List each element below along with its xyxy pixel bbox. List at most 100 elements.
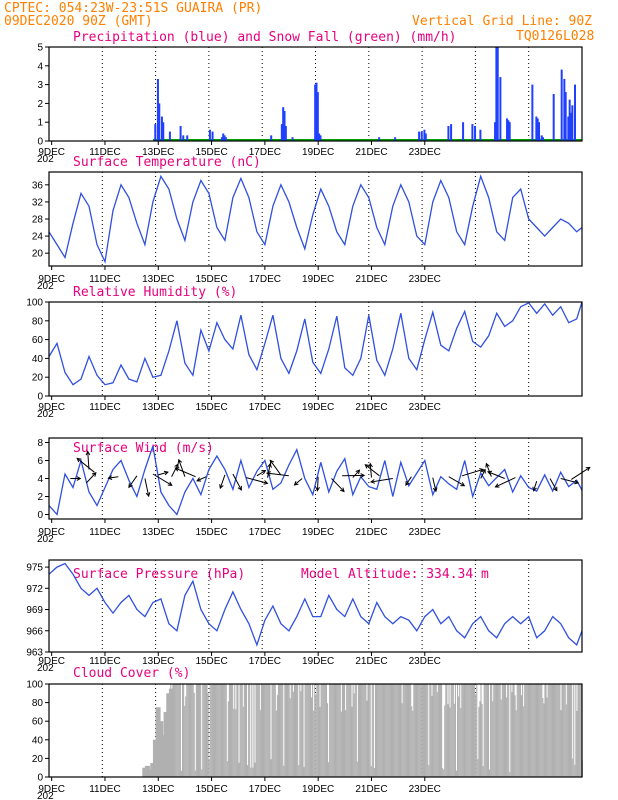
cloud-bar [463, 684, 465, 777]
wind-arrowhead [91, 471, 97, 477]
cloud-bar [565, 704, 567, 777]
cloud-bar [427, 684, 429, 777]
x-tick-label: 9DEC [38, 527, 65, 538]
cloud-bar [511, 691, 513, 777]
cloud-bar [239, 684, 241, 777]
cloud-bar [175, 684, 177, 777]
x-tick-label: 23DEC [409, 527, 441, 538]
panel-frame [48, 683, 583, 778]
precip-bar [570, 112, 573, 141]
cloud-bar [256, 684, 258, 777]
x-tick-label: 11DEC [89, 527, 121, 538]
panel-title: Precipitation (blue) and Snow Fall (gree… [73, 30, 457, 45]
cloud-bar [404, 684, 406, 777]
cloud-bar [562, 684, 564, 777]
cloud-bar [178, 684, 180, 777]
cloud-bar [221, 684, 223, 777]
cloud-bar [409, 684, 411, 777]
y-tick-label: 32 [32, 197, 44, 208]
cloud-bar [240, 684, 242, 777]
cloud-bar [361, 684, 363, 777]
y-tick-label: 80 [32, 316, 44, 327]
cloud-bar [363, 684, 365, 777]
x-tick-label: 19DEC [302, 274, 334, 285]
cloud-bar [283, 765, 285, 777]
cloud-bar [433, 684, 435, 777]
cloud-bar [462, 684, 464, 777]
wind-vector [144, 478, 150, 497]
cloud-bar [252, 767, 254, 777]
cloud-bar [381, 684, 383, 777]
cloud-bar [176, 684, 178, 777]
cloud-bar [509, 771, 511, 777]
wind-arrowhead [487, 470, 493, 476]
precip-bar [494, 122, 497, 141]
cloud-bar [337, 684, 339, 777]
cloud-bar [310, 697, 313, 777]
cloud-bar [326, 703, 329, 777]
precip-bar [552, 94, 555, 141]
panel-title: Surface Temperature (nC) [73, 155, 261, 170]
cloud-bar [352, 684, 354, 777]
wind-vector [294, 478, 303, 486]
x-tick-label: 23DEC [409, 402, 441, 413]
cloud-bar [377, 684, 379, 777]
y-tick-label: 100 [26, 680, 43, 691]
y-tick-label: 4 [37, 61, 43, 72]
cloud-bar [356, 761, 358, 777]
cloud-bar [341, 684, 343, 777]
cloud-bar [478, 706, 480, 777]
x-tick-label: 13DEC [142, 274, 174, 285]
cloud-bar [274, 684, 276, 777]
cloud-bar [247, 765, 249, 777]
cloud-bar [288, 684, 290, 777]
cloud-bar [306, 684, 308, 777]
cloud-bar [412, 710, 414, 777]
wind-arrowhead [355, 469, 361, 475]
cloud-bar [370, 766, 372, 777]
precip-bar [168, 131, 171, 141]
cloud-bar [163, 711, 169, 777]
precip-bar [471, 124, 474, 141]
precip-bar [280, 124, 283, 141]
x-tick-label: 15DEC [195, 527, 227, 538]
wind-vector [364, 464, 380, 477]
cloud-bar [253, 684, 255, 777]
cloud-bar [473, 684, 475, 777]
cloud-bar [236, 684, 238, 777]
cloud-bar [490, 684, 492, 777]
cloud-bar [571, 684, 573, 777]
cloud-bar [578, 684, 580, 777]
cloud-bar [547, 684, 549, 777]
cloud-bar [494, 684, 496, 777]
x-tick-label: 15DEC [195, 656, 227, 667]
cloud-bar [336, 684, 338, 777]
panel-4: Surface Pressure (hPa) Model Altitude: 33… [26, 559, 583, 674]
cloud-bar [249, 684, 251, 777]
cloud-bar [257, 684, 259, 777]
cloud-bar [391, 684, 394, 777]
precip-bar [450, 124, 453, 141]
wind-vector [219, 474, 226, 489]
y-tick-label: 0 [37, 392, 43, 403]
cloud-bar [498, 684, 500, 777]
cloud-bar [273, 684, 275, 777]
cloud-bar [567, 684, 569, 777]
cloud-bar [395, 684, 397, 777]
y-tick-label: 28 [32, 215, 44, 226]
x-tick-label: 9DEC [38, 402, 65, 413]
y-tick-label: 966 [26, 626, 43, 637]
cloud-bar [393, 684, 395, 777]
cloud-bar [548, 684, 550, 777]
wind-arrowhead [370, 479, 375, 484]
wind-arrowhead [574, 479, 580, 485]
cloud-bar [449, 707, 451, 777]
y-tick-label: 0 [37, 510, 43, 521]
cloud-bar [271, 684, 273, 777]
cloud-bar [454, 684, 456, 777]
cloud-bar [483, 684, 485, 777]
precip-bar [291, 137, 294, 141]
precip-bar [158, 103, 161, 141]
cloud-bar [184, 705, 186, 777]
x-tick-label: 11DEC [89, 402, 121, 413]
